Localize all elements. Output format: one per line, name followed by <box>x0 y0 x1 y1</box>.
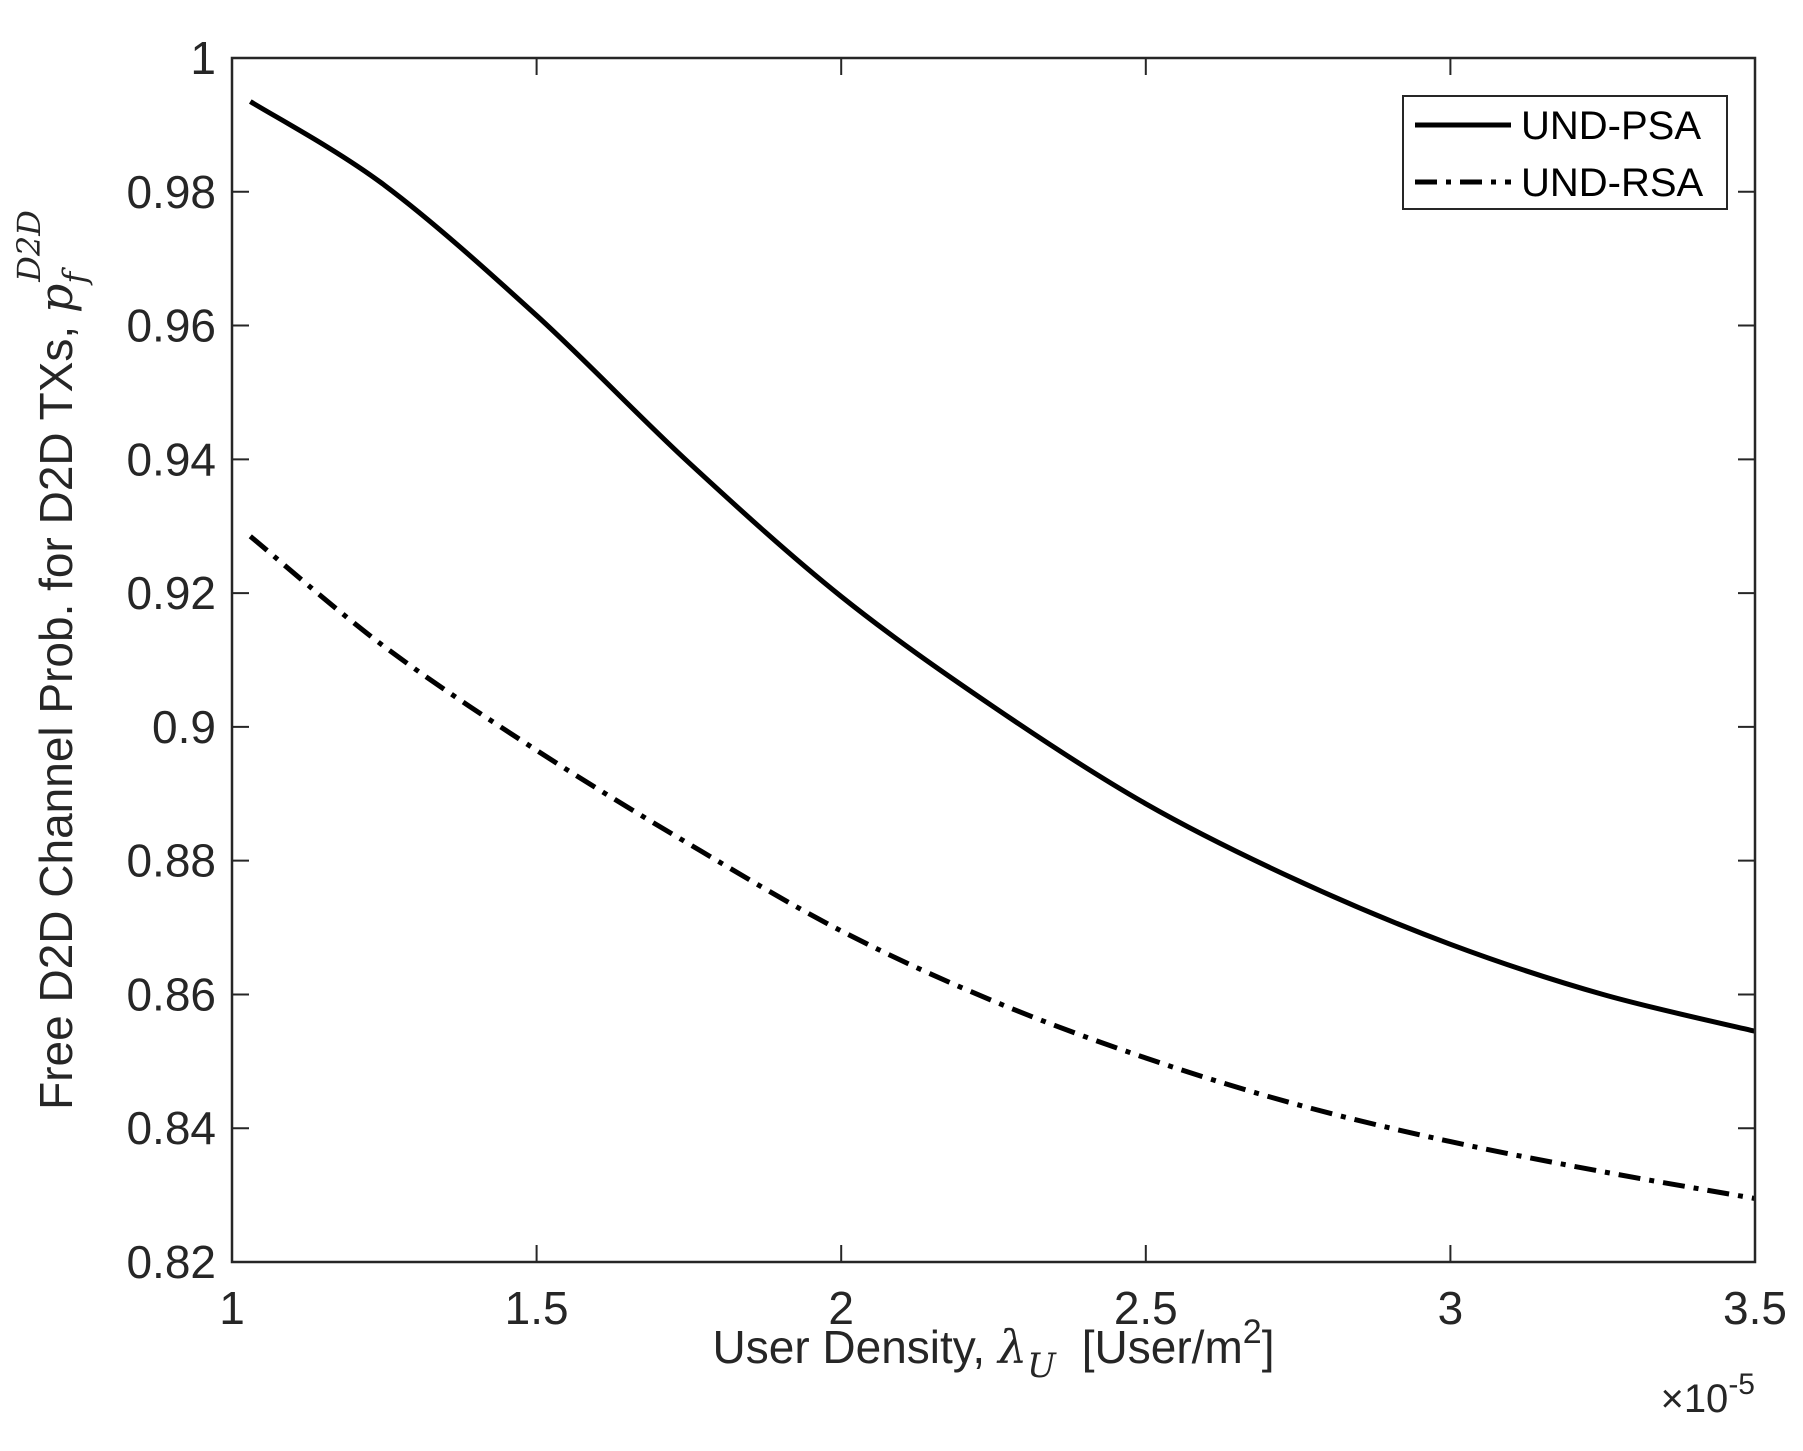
x-tick-label-1: 1 <box>219 1282 245 1334</box>
y-tick-label-0-82: 0.82 <box>126 1236 216 1288</box>
y-tick-label-0-88: 0.88 <box>126 835 216 887</box>
x-tick-label-1-5: 1.5 <box>505 1282 569 1334</box>
x-axis-multiplier: ×10-5 <box>1660 1368 1755 1421</box>
x-axis-multiplier-base: ×10 <box>1660 1377 1728 1421</box>
y-axis-title: Free D2D Channel Prob. for D2D TXs, pfD2… <box>10 210 94 1110</box>
legend-label-und-psa: UND-PSA <box>1521 104 1701 148</box>
legend: UND-PSA UND-RSA <box>1402 95 1728 210</box>
series-line-und-psa <box>248 99 1756 1034</box>
x-tick-label-3-5: 3.5 <box>1723 1282 1787 1334</box>
y-axis-title-superscript: D2D <box>10 210 48 283</box>
x-tick-label-3: 3 <box>1438 1282 1464 1334</box>
y-tick-label-0-98: 0.98 <box>126 166 216 218</box>
x-tick-label-2-5: 2.5 <box>1114 1282 1178 1334</box>
y-tick-label-0-84: 0.84 <box>126 1102 216 1154</box>
x-axis-title-unit-close: ] <box>1262 1321 1275 1373</box>
x-axis-multiplier-exponent: -5 <box>1728 1368 1755 1401</box>
tick-layer: 1 1.5 2 2.5 3 3.5 0.82 0.84 0.86 0.88 0.9 0.92 0.94 0… <box>126 32 1787 1334</box>
y-axis-title-p: p <box>29 284 83 313</box>
y-axis-title-prefix: Free D2D Channel Prob. for D2D TXs, <box>30 313 82 1110</box>
y-tick-label-0-86: 0.86 <box>126 968 216 1020</box>
x-tick-label-2: 2 <box>828 1282 854 1334</box>
legend-box <box>1402 95 1728 210</box>
x-axis-title-subscript: U <box>1027 1346 1057 1386</box>
x-axis-title-lambda: λ <box>996 1320 1027 1374</box>
y-tick-label-0-92: 0.92 <box>126 567 216 619</box>
plot-area-frame <box>230 56 1757 1264</box>
series-layer <box>248 99 1756 1201</box>
x-axis-title-unit-sup: 2 <box>1243 1313 1262 1351</box>
y-tick-label-0-9: 0.9 <box>152 701 216 753</box>
y-tick-label-1: 1 <box>190 32 216 84</box>
series-line-und-rsa <box>248 534 1756 1201</box>
y-tick-label-0-94: 0.94 <box>126 433 216 485</box>
x-axis-title: User Density, λU [User/m2] <box>713 1313 1275 1386</box>
y-tick-label-0-96: 0.96 <box>126 300 216 352</box>
x-axis-title-unit-open: [User/m <box>1082 1321 1243 1373</box>
legend-label-und-rsa: UND-RSA <box>1521 161 1704 205</box>
x-axis-title-prefix: User Density, <box>713 1321 998 1373</box>
